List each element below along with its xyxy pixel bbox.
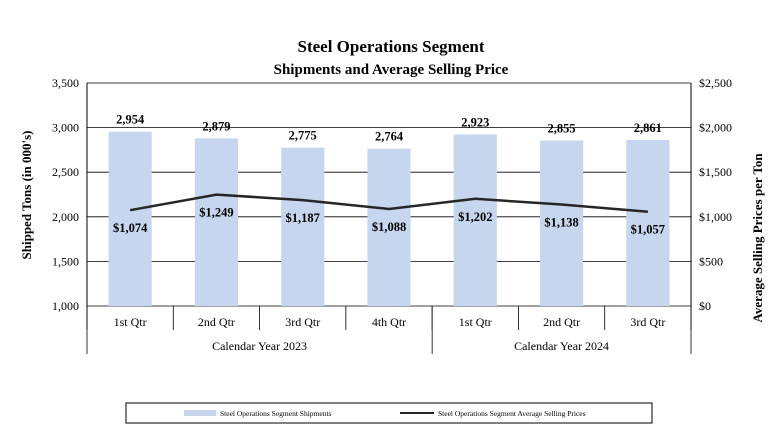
line-value-label: $1,249 <box>199 206 233 220</box>
legend-label-shipments: Steel Operations Segment Shipments <box>220 409 332 418</box>
bar-value-label: 2,879 <box>202 119 230 133</box>
y2-tick-label: $1,000 <box>699 210 732 224</box>
bar <box>281 147 325 306</box>
y2-tick-label: $500 <box>699 254 723 268</box>
x-tick-label: 1st Qtr <box>114 315 147 329</box>
y-tick-label: 1,000 <box>52 299 79 313</box>
legend-label-prices: Steel Operations Segment Average Selling… <box>438 409 586 418</box>
x-group-label: Calendar Year 2023 <box>212 339 307 353</box>
bar <box>194 138 238 306</box>
bar <box>367 148 411 306</box>
bar-value-label: 2,861 <box>634 121 662 135</box>
line-value-label: $1,187 <box>286 211 320 225</box>
bar <box>108 131 152 306</box>
x-group-label: Calendar Year 2024 <box>514 339 609 353</box>
x-tick-label: 2nd Qtr <box>543 315 580 329</box>
bar-value-label: 2,764 <box>375 130 404 144</box>
line-value-label: $1,202 <box>458 210 492 224</box>
x-axis: 1st Qtr 2nd Qtr 3rd Qtr 4th Qtr 1st Qtr 2nd Q… <box>86 306 692 354</box>
line-value-label: $1,074 <box>113 221 148 235</box>
x-tick-label: 1st Qtr <box>459 315 492 329</box>
x-tick-label: 4th Qtr <box>372 315 406 329</box>
bar <box>626 139 670 306</box>
line-value-label: $1,057 <box>631 223 665 237</box>
bar-value-label: 2,923 <box>461 115 489 129</box>
bar-series <box>108 131 670 306</box>
bar <box>540 140 584 306</box>
bar-value-label: 2,775 <box>289 129 317 143</box>
line-value-label: $1,138 <box>544 215 578 229</box>
x-tick-label: 3rd Qtr <box>285 315 320 329</box>
bar-value-label: 2,855 <box>548 122 576 136</box>
x-tick-label: 2nd Qtr <box>198 315 235 329</box>
chart-title: Steel Operations Segment <box>298 37 485 56</box>
bar <box>453 134 497 306</box>
y-tick-label: 2,000 <box>52 210 79 224</box>
axes: 1,000 $0 1,500 $500 2,000 $1,000 2,500 $1,500 3,… <box>52 76 732 313</box>
data-labels: 2,954 2,879 2,775 2,764 2,923 2,855 2,861 $1,07… <box>113 113 665 237</box>
y-axis-title: Shipped Tons (in 000's) <box>19 131 34 260</box>
line-series <box>129 193 648 213</box>
bar-value-label: 2,954 <box>116 113 145 127</box>
y2-tick-label: $1,500 <box>699 165 732 179</box>
y-tick-label: 3,500 <box>52 76 79 90</box>
y-tick-label: 2,500 <box>52 165 79 179</box>
legend: Steel Operations Segment Shipments Steel… <box>125 402 653 424</box>
legend-swatch-bar <box>184 410 216 416</box>
y2-tick-label: $0 <box>699 299 711 313</box>
legend-box <box>125 402 653 424</box>
price-line <box>129 193 648 213</box>
y-tick-label: 1,500 <box>52 254 79 268</box>
chart-subtitle: Shipments and Average Selling Price <box>274 62 509 78</box>
x-tick-label: 3rd Qtr <box>630 315 665 329</box>
y2-tick-label: $2,000 <box>699 121 732 135</box>
y2-axis-title: Average Selling Prices per Ton <box>750 153 765 323</box>
y2-tick-label: $2,500 <box>699 76 732 90</box>
line-value-label: $1,088 <box>372 220 406 234</box>
y-tick-label: 3,000 <box>52 121 79 135</box>
